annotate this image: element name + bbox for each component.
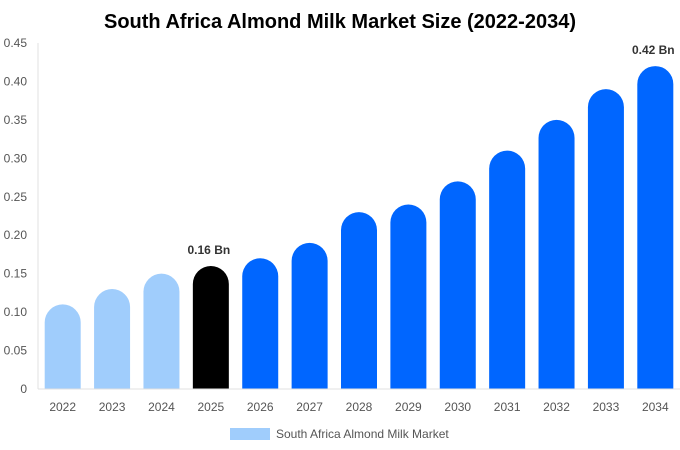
y-tick-label: 0.20 bbox=[4, 228, 28, 242]
x-tick-label: 2022 bbox=[49, 400, 76, 414]
bar-2024 bbox=[143, 273, 180, 389]
legend-swatch bbox=[230, 428, 270, 440]
y-tick-label: 0.35 bbox=[4, 113, 28, 127]
bar-2023 bbox=[94, 289, 131, 389]
bar-2032 bbox=[538, 119, 575, 389]
y-tick-label: 0.15 bbox=[4, 267, 28, 281]
y-tick-label: 0.45 bbox=[4, 36, 28, 50]
bar-2025 bbox=[192, 265, 229, 389]
chart-title: South Africa Almond Milk Market Size (20… bbox=[104, 11, 576, 33]
x-tick-label: 2030 bbox=[444, 400, 471, 414]
x-tick-label: 2026 bbox=[247, 400, 274, 414]
x-tick-label: 2032 bbox=[543, 400, 570, 414]
y-tick-label: 0 bbox=[20, 382, 27, 396]
y-tick-label: 0.40 bbox=[4, 74, 28, 88]
legend-label: South Africa Almond Milk Market bbox=[276, 427, 449, 441]
x-tick-label: 2031 bbox=[494, 400, 521, 414]
bar-2029 bbox=[390, 204, 427, 389]
x-tick-label: 2029 bbox=[395, 400, 422, 414]
x-tick-label: 2023 bbox=[99, 400, 126, 414]
x-tick-label: 2028 bbox=[346, 400, 373, 414]
x-tick-label: 2025 bbox=[197, 400, 224, 414]
x-tick-label: 2024 bbox=[148, 400, 175, 414]
bar-2031 bbox=[489, 150, 526, 389]
y-tick-label: 0.30 bbox=[4, 151, 28, 165]
bar-2034 bbox=[637, 66, 674, 389]
bar-2028 bbox=[341, 212, 377, 389]
bar-2033 bbox=[587, 89, 624, 389]
x-tick-label: 2034 bbox=[642, 400, 669, 414]
x-tick-label: 2027 bbox=[296, 400, 323, 414]
data-label-2025: 0.16 Bn bbox=[188, 243, 231, 257]
legend: South Africa Almond Milk Market bbox=[230, 427, 449, 441]
bar-2027 bbox=[291, 242, 328, 389]
x-tick-label: 2033 bbox=[593, 400, 620, 414]
data-label-2034: 0.42 Bn bbox=[632, 43, 675, 57]
y-tick-label: 0.25 bbox=[4, 190, 28, 204]
y-tick-label: 0.05 bbox=[4, 344, 28, 358]
bar-2026 bbox=[242, 258, 279, 389]
bar-2022 bbox=[44, 304, 81, 389]
bar-2030 bbox=[439, 181, 476, 389]
y-tick-label: 0.10 bbox=[4, 305, 28, 319]
